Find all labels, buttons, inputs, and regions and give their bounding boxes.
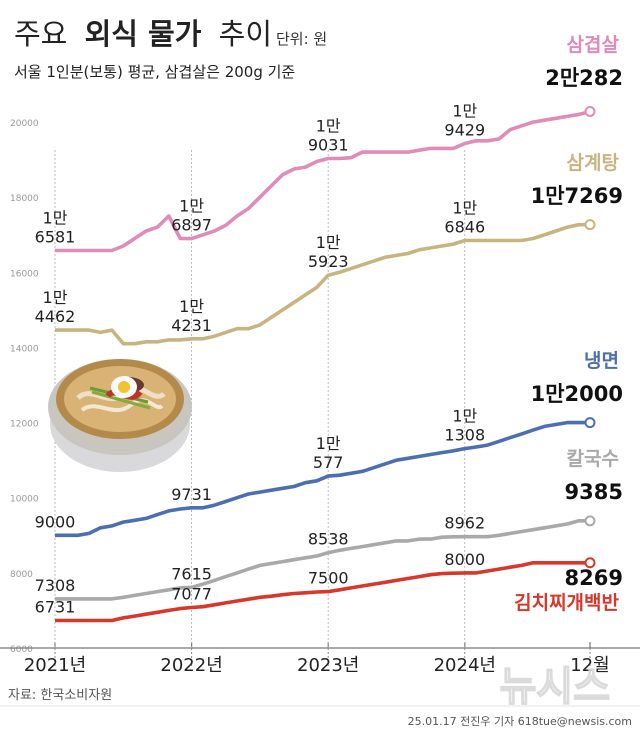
data-label: 1만 9031 bbox=[308, 116, 349, 154]
series-end-point bbox=[584, 557, 596, 569]
x-tick-label: 2021년 bbox=[24, 655, 86, 676]
data-label: 6731 bbox=[35, 598, 76, 617]
series-end-point bbox=[584, 417, 596, 429]
title-bold: 외식 물가 bbox=[85, 17, 202, 51]
data-label: 9731 bbox=[171, 485, 212, 504]
series-end-value: 8269 bbox=[565, 566, 623, 590]
chart-title: 주요 외식 물가 추이 bbox=[14, 17, 272, 51]
y-tick-label: 16000 bbox=[10, 269, 39, 279]
series-line bbox=[55, 222, 590, 346]
data-label: 7615 bbox=[171, 564, 212, 583]
series-0: 삼겹살 2만282 1만 6581 1만 6897 1만 9031 1만 9429 bbox=[35, 34, 623, 253]
data-label: 1만 6897 bbox=[171, 197, 212, 235]
source-label: 자료: 한국소비자원 bbox=[8, 688, 112, 703]
data-label: 7077 bbox=[171, 585, 212, 604]
series-end-value: 1만2000 bbox=[531, 382, 623, 406]
data-label: 7500 bbox=[308, 569, 349, 588]
y-tick-label: 14000 bbox=[10, 344, 39, 354]
unit-label: 단위: 원 bbox=[276, 30, 327, 48]
y-axis: 6000 8000 10000 12000 14000 16000 18000 20000 bbox=[10, 119, 39, 655]
series-name-label: 냉면 bbox=[584, 350, 619, 372]
series-end-point bbox=[584, 219, 596, 231]
data-label: 1만 6846 bbox=[444, 199, 485, 237]
data-label: 8000 bbox=[444, 550, 485, 569]
data-label: 1만 4462 bbox=[35, 288, 76, 326]
y-tick-label: 8000 bbox=[10, 570, 33, 580]
data-label: 1만 5923 bbox=[308, 233, 349, 271]
data-label: 8538 bbox=[308, 530, 349, 549]
series-end-value: 9385 bbox=[565, 480, 623, 504]
data-label: 1만 577 bbox=[313, 434, 344, 472]
data-label: 1만 9429 bbox=[444, 102, 485, 140]
series-line bbox=[55, 109, 591, 253]
data-label: 1만 4231 bbox=[171, 297, 212, 335]
series-2: 냉면 1만2000 9000 9731 1만 577 1만 1308 bbox=[35, 350, 623, 538]
series-1: 삼계탕 1만7269 1만 4462 1만 4231 1만 5923 1만 6846 bbox=[35, 152, 623, 346]
chart-subtitle: 서울 1인분(보통) 평균, 삼겹살은 200g 기준 bbox=[14, 63, 295, 81]
footer-credit: 25.01.17 전진우 기자 618tue@newsis.com bbox=[408, 715, 632, 728]
series-layer: 삼겹살 2만282 1만 6581 1만 6897 1만 9031 1만 9429 삼계탕 1만726… bbox=[35, 34, 623, 648]
series-name-label: 칼국수 bbox=[567, 448, 619, 470]
y-tick-label: 20000 bbox=[10, 119, 39, 129]
x-axis: 2021년 2022년 2023년 2024년 12월 bbox=[0, 642, 640, 676]
naengmyeon-photo bbox=[48, 359, 192, 472]
series-end-point bbox=[584, 105, 596, 117]
series-line bbox=[55, 420, 590, 538]
x-tick-label: 2022년 bbox=[160, 655, 222, 676]
data-label: 9000 bbox=[35, 512, 76, 531]
y-tick-label: 18000 bbox=[10, 194, 39, 204]
x-tick-label: 12월 bbox=[570, 655, 609, 676]
data-label: 8962 bbox=[444, 514, 485, 533]
series-end-point bbox=[584, 515, 596, 527]
title-pre: 주요 bbox=[14, 17, 67, 51]
title-post: 추이 bbox=[219, 17, 272, 51]
series-line bbox=[55, 519, 590, 601]
series-name-label: 삼겹살 bbox=[567, 34, 620, 56]
data-label: 1만 1308 bbox=[444, 407, 485, 445]
series-end-value: 2만282 bbox=[545, 66, 623, 90]
series-line bbox=[55, 561, 590, 623]
x-tick-label: 2023년 bbox=[297, 655, 359, 676]
y-tick-label: 12000 bbox=[10, 420, 39, 430]
x-tick-label: 2024년 bbox=[434, 655, 496, 676]
series-name-label: 삼계탕 bbox=[567, 152, 620, 174]
y-tick-label: 6000 bbox=[10, 645, 33, 655]
series-3: 칼국수 9385 7308 7615 8538 8962 bbox=[35, 448, 623, 601]
series-name-label: 김치찌개백반 bbox=[514, 592, 619, 614]
data-label: 7308 bbox=[35, 576, 76, 595]
newsis-watermark: 뉴시스 bbox=[500, 664, 610, 710]
y-tick-label: 10000 bbox=[10, 495, 39, 505]
series-end-value: 1만7269 bbox=[531, 184, 623, 208]
data-label: 1만 6581 bbox=[35, 208, 76, 246]
